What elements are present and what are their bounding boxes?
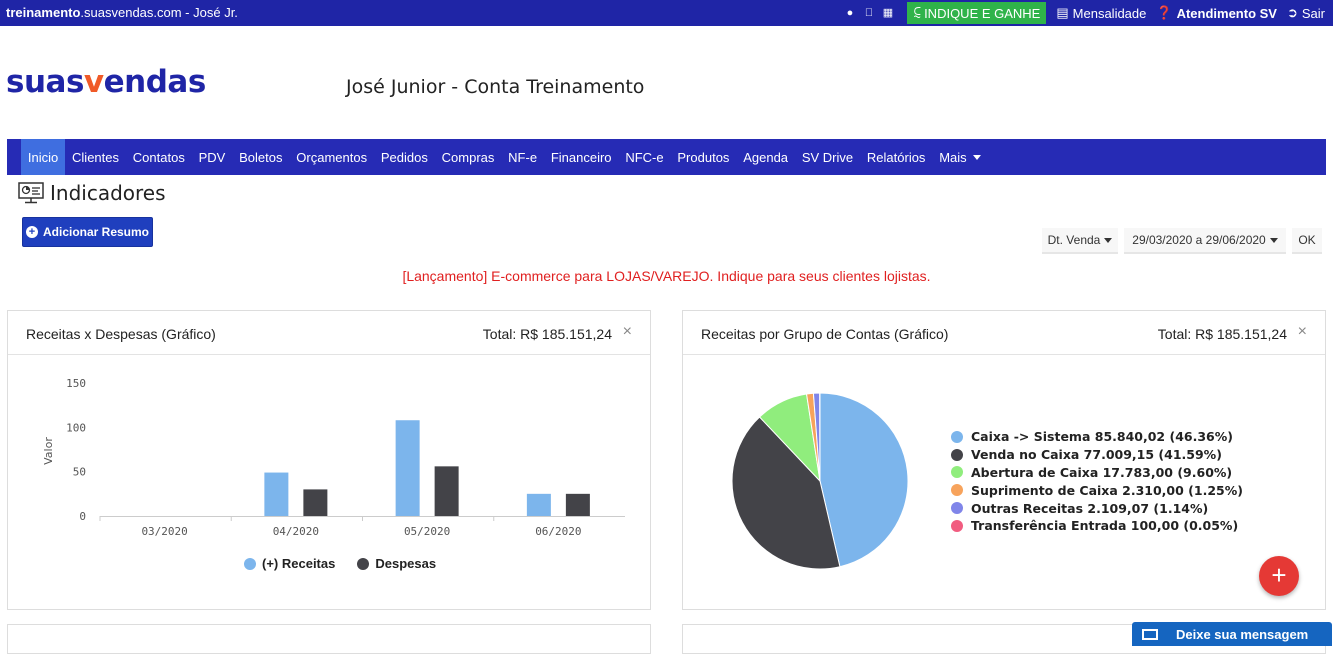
- bar-receitas[interactable]: [396, 420, 420, 516]
- y-axis-label: Valor: [42, 437, 55, 465]
- share-icon: ⫇: [913, 5, 921, 21]
- pie-chart-legend: Caixa -> Sistema 85.840,02 (46.36%) Venda…: [951, 428, 1243, 535]
- y-tick-label: 100: [66, 421, 86, 434]
- legend-dot: [951, 484, 963, 496]
- x-tick-label: 05/2020: [404, 525, 450, 538]
- nav-item-inicio[interactable]: Inicio: [21, 139, 65, 175]
- nav-item-nfc-e[interactable]: NFC-e: [618, 139, 670, 175]
- legend-item[interactable]: Transferência Entrada 100,00 (0.05%): [951, 517, 1243, 535]
- x-tick-label: 04/2020: [273, 525, 319, 538]
- android-icon[interactable]: ●: [844, 8, 855, 19]
- top-bar: treinamento.suasvendas.com - José Jr. ● …: [0, 0, 1333, 26]
- add-fab-button[interactable]: +: [1259, 556, 1299, 596]
- y-tick-label: 150: [66, 377, 86, 390]
- legend-item[interactable]: Despesas: [357, 556, 436, 571]
- nav-item-compras[interactable]: Compras: [435, 139, 502, 175]
- windows-icon[interactable]: ▦: [882, 8, 893, 19]
- atendimento-link[interactable]: ❓ Atendimento SV: [1156, 5, 1277, 21]
- revenue-expense-panel: Receitas x Despesas (Gráfico) Total: R$ …: [7, 310, 651, 610]
- legend-label: Despesas: [375, 556, 436, 571]
- lower-panel-left: [7, 624, 651, 654]
- support-icon: ❓: [1156, 5, 1172, 21]
- chevron-down-icon: [1270, 238, 1278, 243]
- legend-label: Abertura de Caixa 17.783,00 (9.60%): [971, 465, 1232, 480]
- apple-icon[interactable]: : [863, 8, 874, 19]
- nav-item-contatos[interactable]: Contatos: [126, 139, 192, 175]
- add-summary-button[interactable]: + Adicionar Resumo: [22, 217, 153, 247]
- legend-dot: [951, 449, 963, 461]
- indique-button[interactable]: ⫇ INDIQUE E GANHE: [907, 2, 1046, 24]
- account-name: José Junior - Conta Treinamento: [346, 76, 644, 98]
- legend-dot: [357, 558, 369, 570]
- legend-dot: [951, 431, 963, 443]
- page-title: Indicadores: [18, 181, 166, 205]
- legend-item[interactable]: Venda no Caixa 77.009,15 (41.59%): [951, 446, 1243, 464]
- legend-label: Outras Receitas 2.109,07 (1.14%): [971, 501, 1208, 516]
- monitor-chart-icon: [18, 182, 44, 204]
- legend-dot: [951, 466, 963, 478]
- legend-item[interactable]: Abertura de Caixa 17.783,00 (9.60%): [951, 464, 1243, 482]
- nav-item-produtos[interactable]: Produtos: [671, 139, 737, 175]
- legend-item[interactable]: (+) Receitas: [244, 556, 335, 571]
- date-range-select[interactable]: 29/03/2020 a 29/06/2020: [1124, 228, 1286, 254]
- bar-receitas[interactable]: [527, 494, 551, 516]
- date-type-select[interactable]: Dt. Venda: [1042, 228, 1118, 254]
- site-name: treinamento.suasvendas.com - José Jr.: [6, 5, 238, 20]
- nav-item-mais[interactable]: Mais: [932, 139, 987, 175]
- nav-item-pedidos[interactable]: Pedidos: [374, 139, 435, 175]
- y-tick-label: 50: [73, 466, 86, 479]
- legend-dot: [244, 558, 256, 570]
- logout-link[interactable]: ➲ Sair: [1287, 5, 1325, 21]
- legend-item[interactable]: Suprimento de Caixa 2.310,00 (1.25%): [951, 481, 1243, 499]
- revenue-group-panel: Receitas por Grupo de Contas (Gráfico) T…: [682, 310, 1326, 610]
- nav-item-sv-drive[interactable]: SV Drive: [795, 139, 860, 175]
- bar-despesas[interactable]: [435, 466, 459, 516]
- legend-item[interactable]: Caixa -> Sistema 85.840,02 (46.36%): [951, 428, 1243, 446]
- bar-despesas[interactable]: [566, 494, 590, 516]
- nav-item-or-amentos[interactable]: Orçamentos: [289, 139, 374, 175]
- nav-item-clientes[interactable]: Clientes: [65, 139, 126, 175]
- bar-receitas[interactable]: [264, 473, 288, 516]
- legend-label: Caixa -> Sistema 85.840,02 (46.36%): [971, 429, 1233, 444]
- legend-dot: [951, 520, 963, 532]
- nav-item-relat-rios[interactable]: Relatórios: [860, 139, 932, 175]
- legend-label: Venda no Caixa 77.009,15 (41.59%): [971, 447, 1222, 462]
- legend-dot: [951, 502, 963, 514]
- x-tick-label: 03/2020: [141, 525, 187, 538]
- ok-button[interactable]: OK: [1292, 228, 1322, 254]
- announcement-link[interactable]: [Lançamento] E-commerce para LOJAS/VAREJ…: [0, 268, 1333, 284]
- chevron-down-icon: [973, 155, 981, 160]
- chevron-down-icon: [1104, 238, 1112, 243]
- logout-icon: ➲: [1287, 5, 1298, 21]
- brand-logo[interactable]: suasvendas: [6, 64, 206, 100]
- nav-item-financeiro[interactable]: Financeiro: [544, 139, 618, 175]
- legend-label: (+) Receitas: [262, 556, 335, 571]
- bar-chart-legend: (+) Receitas Despesas: [244, 556, 436, 571]
- nav-item-agenda[interactable]: Agenda: [736, 139, 795, 175]
- mensalidade-link[interactable]: ▤ Mensalidade: [1056, 5, 1146, 21]
- x-tick-label: 06/2020: [535, 525, 581, 538]
- legend-label: Transferência Entrada 100,00 (0.05%): [971, 518, 1238, 533]
- credit-card-icon: ▤: [1056, 5, 1068, 21]
- nav-item-boletos[interactable]: Boletos: [232, 139, 289, 175]
- nav-item-pdv[interactable]: PDV: [192, 139, 233, 175]
- legend-label: Suprimento de Caixa 2.310,00 (1.25%): [971, 483, 1243, 498]
- chat-message-button[interactable]: Deixe sua mensagem: [1132, 622, 1332, 646]
- bar-despesas[interactable]: [303, 489, 327, 516]
- envelope-icon: [1142, 629, 1158, 640]
- plus-circle-icon: +: [26, 226, 38, 238]
- legend-item[interactable]: Outras Receitas 2.109,07 (1.14%): [951, 499, 1243, 517]
- y-tick-label: 0: [79, 510, 86, 523]
- nav-item-nf-e[interactable]: NF-e: [501, 139, 544, 175]
